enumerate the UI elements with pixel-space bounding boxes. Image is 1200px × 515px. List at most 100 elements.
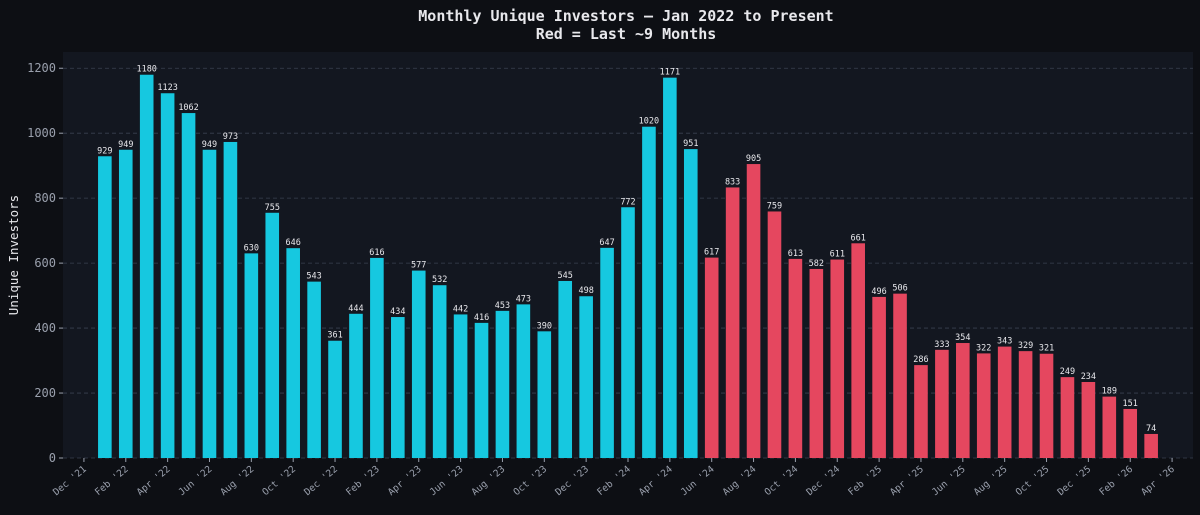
value-label-2022-11: 543 (306, 272, 321, 282)
value-label-2025-10: 321 (1039, 344, 1054, 354)
bar-2025-03 (893, 293, 907, 458)
value-label-2022-04: 1123 (157, 83, 177, 93)
value-label-2024-04: 1171 (660, 68, 680, 78)
value-label-2023-04: 577 (411, 261, 426, 271)
value-label-2023-01: 444 (348, 304, 363, 314)
y-tick-label: 200 (34, 386, 56, 400)
value-label-2024-09: 759 (767, 201, 782, 211)
bar-2024-01 (600, 247, 614, 458)
bar-2025-02 (872, 296, 886, 458)
bar-2022-02 (118, 149, 133, 458)
bar-2024-08 (746, 164, 761, 458)
bar-2023-05 (432, 285, 447, 458)
bar-2023-06 (453, 314, 468, 458)
value-label-2025-03: 506 (892, 284, 907, 294)
bar-2023-02 (370, 257, 384, 458)
value-label-2023-08: 453 (495, 301, 510, 311)
bar-2024-09 (767, 211, 782, 458)
bar-2022-01 (98, 156, 112, 458)
value-label-2022-08: 630 (244, 243, 259, 253)
value-label-2025-01: 661 (851, 233, 866, 243)
value-label-2024-02: 772 (620, 197, 635, 207)
y-tick-label: 0 (49, 451, 56, 465)
value-label-2024-01: 647 (599, 238, 614, 248)
bar-2025-11 (1060, 377, 1075, 458)
value-label-2022-05: 1062 (178, 103, 198, 113)
value-label-2025-11: 249 (1060, 367, 1075, 377)
bar-2026-03 (1144, 433, 1158, 458)
value-label-2024-07: 833 (725, 177, 740, 187)
value-label-2022-02: 949 (118, 140, 133, 150)
value-label-2023-07: 416 (474, 313, 489, 323)
bar-2022-07 (223, 141, 238, 458)
value-label-2026-02: 151 (1123, 399, 1138, 409)
value-label-2022-12: 361 (327, 331, 342, 341)
bar-2022-11 (307, 281, 321, 458)
chart-title: Monthly Unique Investors — Jan 2022 to P… (418, 7, 833, 25)
bar-2022-05 (181, 113, 196, 458)
value-label-2023-05: 532 (432, 275, 447, 285)
bar-2022-09 (265, 212, 280, 458)
value-label-2025-05: 333 (934, 340, 949, 350)
bar-2025-01 (851, 243, 865, 458)
y-axis: 0 200 400 600 800 1000 1200 (27, 61, 63, 465)
bar-2025-05 (935, 349, 949, 458)
bar-2025-09 (1018, 351, 1033, 458)
value-label-2025-04: 286 (913, 355, 928, 365)
bar-2025-10 (1039, 353, 1054, 458)
value-label-2024-03: 1020 (639, 117, 659, 127)
value-label-2024-05: 951 (683, 139, 698, 149)
bar-2022-04 (160, 93, 175, 458)
bar-2026-01 (1102, 396, 1117, 458)
bar-2024-03 (642, 126, 656, 458)
value-label-2025-02: 496 (871, 287, 886, 297)
y-tick-label: 1200 (27, 61, 56, 75)
value-label-2025-09: 329 (1018, 341, 1033, 351)
value-label-2022-01: 929 (97, 146, 112, 156)
value-label-2024-11: 582 (809, 259, 824, 269)
bar-2022-06 (202, 149, 217, 458)
value-label-2024-08: 905 (746, 154, 761, 164)
bar-2023-09 (516, 304, 531, 458)
value-label-2023-12: 498 (578, 286, 593, 296)
bar-2026-02 (1123, 408, 1138, 458)
y-tick-label: 400 (34, 321, 56, 335)
bar-2023-11 (558, 280, 573, 458)
y-tick-label: 1000 (27, 126, 56, 140)
bar-2023-03 (391, 317, 405, 458)
bar-2022-03 (139, 74, 154, 459)
value-label-2024-10: 613 (788, 249, 803, 259)
bar-2025-08 (997, 346, 1012, 458)
value-label-2022-09: 755 (265, 203, 280, 213)
value-label-2023-10: 390 (537, 321, 552, 331)
value-label-2026-03: 74 (1146, 424, 1156, 434)
value-label-2024-12: 611 (830, 250, 845, 260)
value-label-2022-06: 949 (202, 140, 217, 150)
bar-2025-06 (956, 343, 970, 458)
value-label-2023-06: 442 (453, 304, 468, 314)
bar-2024-04 (663, 77, 677, 458)
value-label-2022-03: 1180 (136, 65, 156, 75)
value-label-2023-09: 473 (516, 294, 531, 304)
value-label-2025-12: 234 (1081, 372, 1096, 382)
y-tick-label: 600 (34, 256, 56, 270)
bar-2024-10 (788, 258, 803, 458)
bar-2023-01 (349, 313, 363, 458)
bar-2024-06 (704, 257, 719, 458)
bar-2024-11 (809, 268, 824, 458)
chart-subtitle: Red = Last ~9 Months (536, 25, 717, 43)
value-label-2023-03: 434 (390, 307, 405, 317)
bar-2023-08 (495, 310, 510, 458)
y-tick-label: 800 (34, 191, 56, 205)
bar-2023-10 (537, 331, 552, 458)
value-label-2022-10: 646 (286, 238, 301, 248)
bar-2025-07 (976, 353, 991, 458)
value-label-2025-07: 322 (976, 343, 991, 353)
bar-2022-08 (244, 253, 259, 458)
bar-2025-12 (1081, 381, 1096, 458)
y-axis-label: Unique Investors (6, 195, 21, 315)
bar-2024-12 (830, 259, 845, 458)
bar-2025-04 (914, 365, 928, 458)
